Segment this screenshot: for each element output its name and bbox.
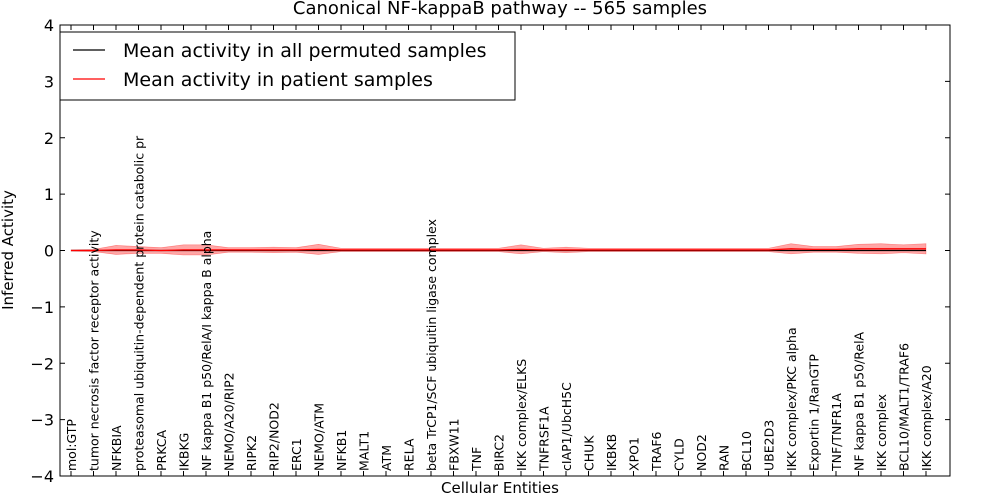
- x-category-label: TRAF6: [649, 431, 664, 472]
- x-category-label: IKK complex: [874, 394, 889, 471]
- legend-label-patient: Mean activity in patient samples: [123, 69, 433, 91]
- y-tick-label: 4: [44, 16, 54, 35]
- x-axis-label: Cellular Entities: [441, 479, 559, 497]
- y-tick-label: −3: [30, 411, 54, 430]
- x-category-label: FBXW11: [447, 418, 462, 471]
- x-category-label: NF kappa B1 p50/RelA: [852, 331, 867, 471]
- x-category-label: TNF: [469, 447, 484, 472]
- x-category-label: beta TrCP1/SCF ubiquitin ligase complex: [424, 219, 439, 471]
- y-tick-label: 2: [44, 129, 54, 148]
- x-category-label: CYLD: [672, 438, 687, 471]
- x-category-label: proteasomal ubiquitin-dependent protein …: [132, 135, 147, 471]
- x-category-label: IKBKB: [604, 434, 619, 471]
- x-category-label: IKK complex/A20: [919, 365, 934, 471]
- x-tick-label-layer: mol:GTP tumor necrosis factor receptor ac…: [64, 135, 934, 472]
- x-category-label: IKK complex/ELKS: [514, 359, 529, 471]
- chart-title: Canonical NF-kappaB pathway -- 565 sampl…: [293, 0, 707, 19]
- legend-box: [59, 31, 516, 101]
- series-line-layer: [70, 248, 927, 252]
- x-category-label: IKK complex/PKC alpha: [784, 327, 799, 471]
- y-tick-label: −2: [30, 354, 54, 373]
- y-tick-label: −1: [30, 298, 54, 317]
- x-category-label: CHUK: [582, 435, 597, 471]
- x-category-label: BIRC2: [492, 434, 507, 471]
- y-tick-label: 1: [44, 185, 54, 204]
- x-category-label: IKBKG: [177, 433, 192, 471]
- x-category-label: BCL10: [739, 431, 754, 471]
- x-category-label: UBE2D3: [762, 420, 777, 471]
- x-category-label: NEMO/A20/RIP2: [222, 372, 237, 471]
- x-category-label: ATM: [379, 445, 394, 471]
- x-category-label: XPO1: [627, 437, 642, 471]
- y-tick-label: 3: [44, 72, 54, 91]
- x-category-label: PRKCA: [154, 430, 169, 471]
- x-category-label: cIAP1/UbcH5C: [559, 382, 574, 471]
- x-category-label: tumor necrosis factor receptor activity: [87, 230, 102, 471]
- x-category-label: RELA: [402, 438, 417, 471]
- x-category-label: RIPK2: [244, 435, 259, 471]
- x-category-label: TNF/TNFR1A: [829, 393, 844, 472]
- legend-label-permuted: Mean activity in all permuted samples: [123, 40, 486, 62]
- x-category-label: MALT1: [357, 431, 372, 471]
- x-category-label: NFKBIA: [109, 425, 124, 471]
- x-category-label: NFKB1: [334, 430, 349, 471]
- x-category-label: Exportin 1/RanGTP: [807, 354, 822, 471]
- y-tick-label: 0: [44, 242, 54, 261]
- x-category-label: RAN: [717, 445, 732, 471]
- x-category-label: NF kappa B1 p50/RelA/I kappa B alpha: [199, 231, 214, 471]
- x-category-label: ERC1: [289, 438, 304, 471]
- legend: Mean activity in all permuted samples Me…: [59, 31, 516, 101]
- x-category-label: mol:GTP: [64, 419, 79, 471]
- x-category-label: RIP2/NOD2: [267, 402, 282, 471]
- x-category-label: NOD2: [694, 434, 709, 471]
- x-category-label: TNFRSF1A: [537, 406, 552, 472]
- y-axis-label: Inferred Activity: [0, 190, 17, 310]
- y-tick-label: −4: [30, 467, 54, 486]
- x-axis-ticks: [70, 25, 927, 476]
- x-category-label: BCL10/MALT1/TRAF6: [897, 343, 912, 471]
- x-category-label: NEMO/ATM: [312, 403, 327, 471]
